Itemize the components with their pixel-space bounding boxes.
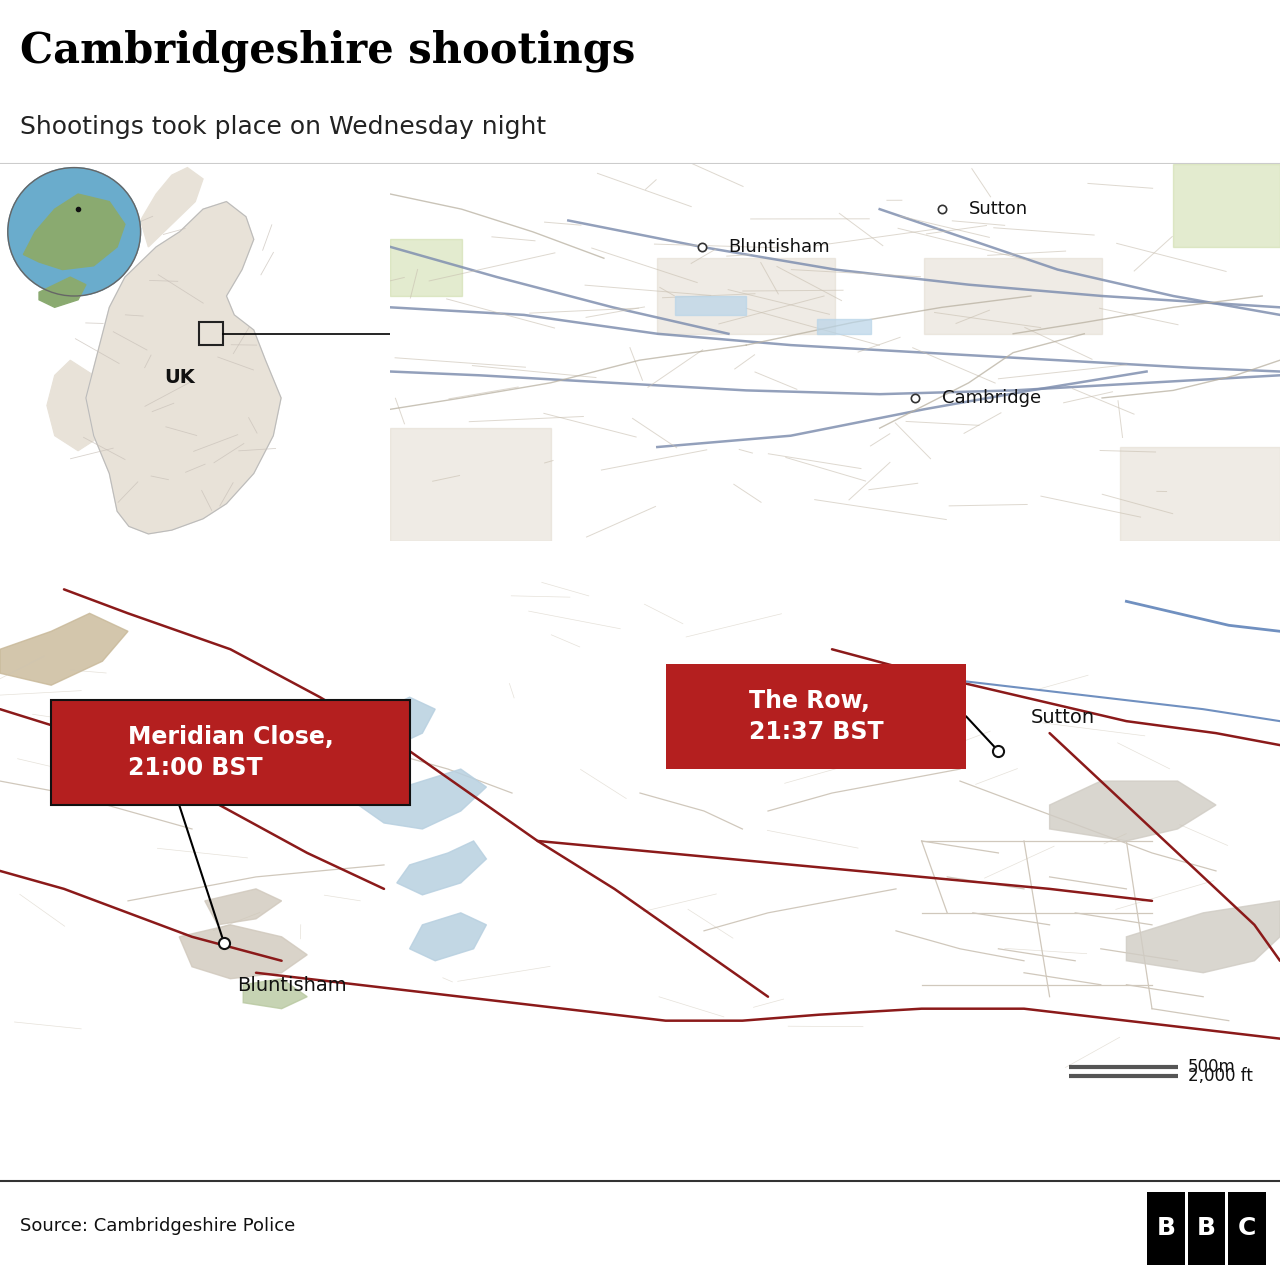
Polygon shape <box>23 195 125 270</box>
Bar <box>390 239 462 296</box>
Text: UK: UK <box>164 367 195 387</box>
Polygon shape <box>205 888 282 925</box>
Bar <box>675 296 746 315</box>
FancyBboxPatch shape <box>1188 1192 1225 1265</box>
Circle shape <box>8 168 141 296</box>
Bar <box>818 319 870 334</box>
Bar <box>924 259 1102 334</box>
Text: B: B <box>1156 1216 1175 1240</box>
Bar <box>390 428 550 541</box>
Polygon shape <box>47 360 109 451</box>
Text: Bluntisham: Bluntisham <box>237 975 347 995</box>
Text: Shootings took place on Wednesday night: Shootings took place on Wednesday night <box>20 115 547 138</box>
Polygon shape <box>179 925 307 979</box>
Text: C: C <box>1238 1216 1256 1240</box>
FancyBboxPatch shape <box>1147 1192 1184 1265</box>
Text: Sutton: Sutton <box>1030 708 1094 727</box>
Polygon shape <box>86 202 282 534</box>
Polygon shape <box>38 278 86 307</box>
Polygon shape <box>243 979 307 1009</box>
Polygon shape <box>397 841 486 895</box>
Text: Bluntisham: Bluntisham <box>728 238 829 256</box>
FancyBboxPatch shape <box>1229 1192 1266 1265</box>
Text: Cambridgeshire shootings: Cambridgeshire shootings <box>20 29 636 72</box>
Polygon shape <box>333 698 435 751</box>
Polygon shape <box>1126 901 1280 973</box>
Text: B: B <box>1197 1216 1216 1240</box>
Text: Cambridge: Cambridge <box>942 389 1041 407</box>
Text: Sutton: Sutton <box>969 200 1028 218</box>
Polygon shape <box>358 769 486 829</box>
FancyBboxPatch shape <box>51 700 410 805</box>
Bar <box>658 259 836 334</box>
Text: Source: Cambridgeshire Police: Source: Cambridgeshire Police <box>20 1217 296 1235</box>
Text: The Row,
21:37 BST: The Row, 21:37 BST <box>749 689 883 745</box>
Bar <box>1120 447 1280 541</box>
Text: Meridian Close,
21:00 BST: Meridian Close, 21:00 BST <box>128 724 333 781</box>
Text: 2,000 ft: 2,000 ft <box>1188 1068 1253 1085</box>
Bar <box>1174 164 1280 247</box>
Polygon shape <box>1050 781 1216 841</box>
Text: 500m: 500m <box>1188 1057 1235 1075</box>
Polygon shape <box>410 913 486 961</box>
Polygon shape <box>0 613 128 685</box>
Polygon shape <box>141 168 204 247</box>
FancyBboxPatch shape <box>666 664 966 769</box>
